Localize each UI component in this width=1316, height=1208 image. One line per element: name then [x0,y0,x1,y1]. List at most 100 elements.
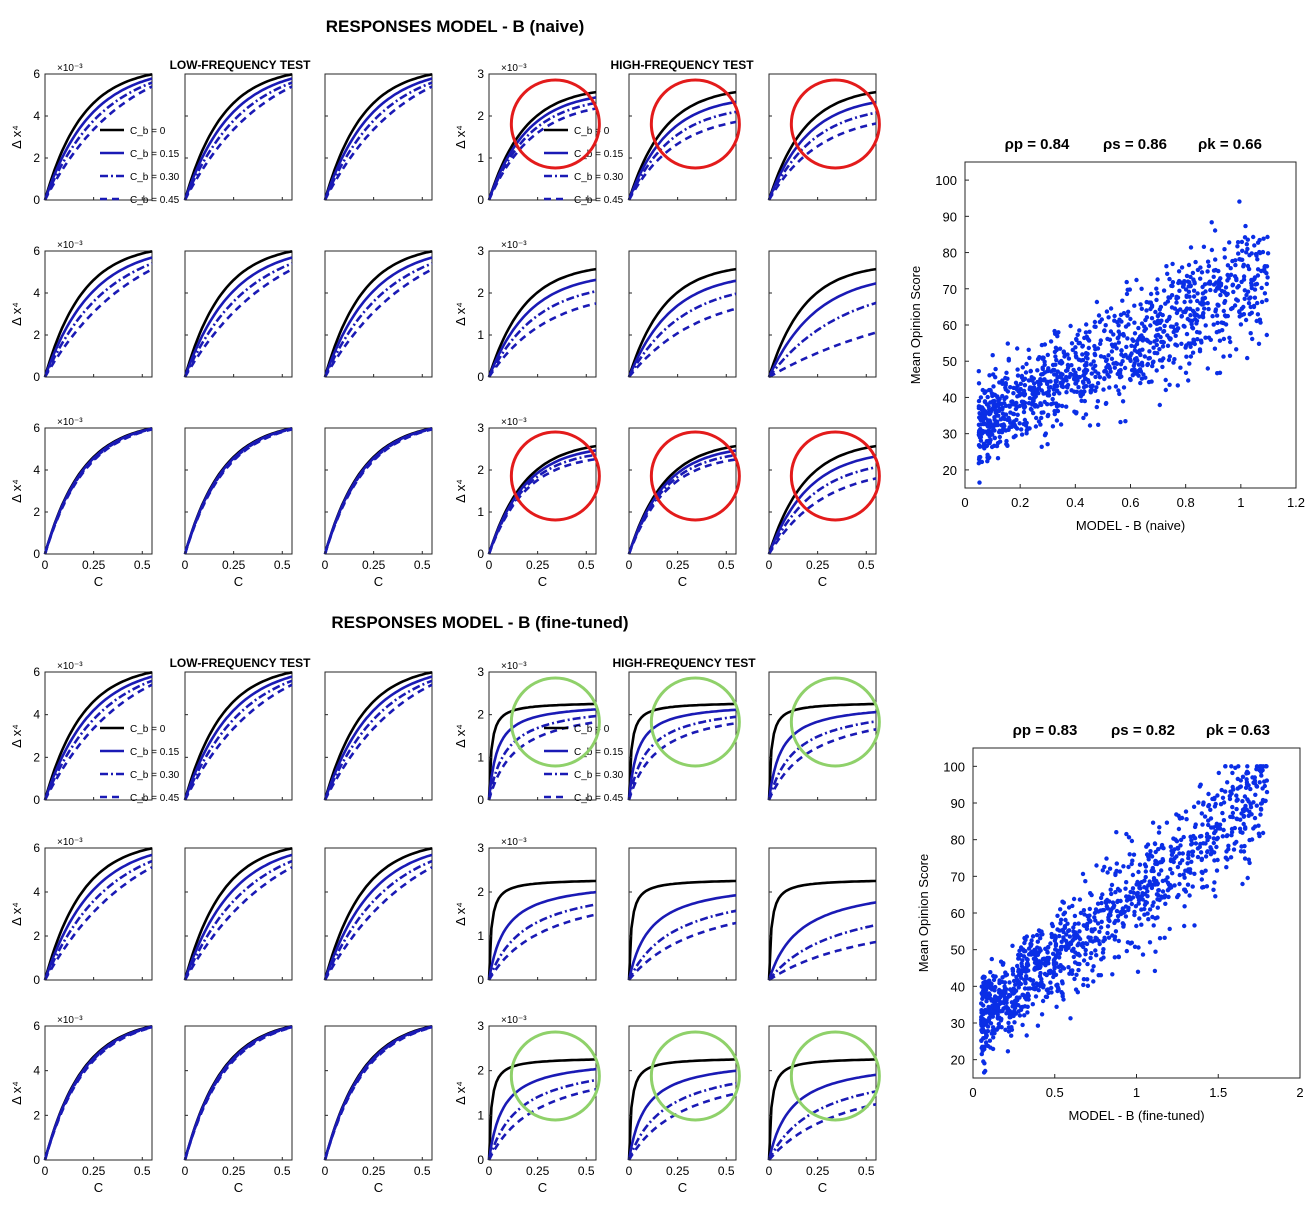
scatter-point [1232,274,1238,279]
scatter-point [1073,381,1079,386]
y-tick-label: 1 [477,929,484,943]
response-curve [183,853,293,981]
y-tick-label: 2 [477,1064,484,1078]
scatter-point [1193,841,1199,846]
response-curve [627,307,737,378]
scatter-point [1134,891,1140,897]
response-curve [183,268,293,378]
scatter-point [1179,815,1185,821]
scatter-point [1074,410,1079,415]
scatter-point [1241,262,1247,267]
scatter-point [1072,921,1078,927]
scatter-point [1134,923,1139,929]
y-tick-label: 30 [951,1016,965,1031]
panel-frame [44,427,153,555]
scatter-point [1165,888,1171,893]
scatter-point [1174,322,1179,327]
response-curve [323,268,433,378]
scatter-point [1083,941,1089,946]
scatter-point [1114,830,1119,835]
y-axis-label: Δ x⁴ [453,724,468,748]
scatter-point [1033,403,1038,408]
scatter-point [1023,370,1029,375]
y-axis-label: Mean Opinion Score [916,854,931,973]
scatter-point [1182,923,1187,929]
scatter-point [1136,373,1141,378]
scatter-point [1135,969,1141,974]
response-curve [767,1058,876,1161]
scatter-point [1167,314,1172,320]
response-curve [627,90,737,201]
scatter-point [1083,367,1088,372]
scatter-point [1137,862,1143,867]
scatter-point [1013,380,1019,385]
scatter-point [1224,849,1229,854]
scatter-point [1215,857,1220,863]
scatter-point [985,394,990,400]
scatter-point [1129,838,1135,844]
scatter-point [1033,949,1039,954]
scatter-point [995,1015,1000,1020]
scatter-point [1215,371,1220,376]
scatter-point [1206,791,1211,797]
scatter-point [1245,237,1251,242]
scatter-point [1105,870,1110,875]
response-panel [767,847,877,982]
scatter-point [1096,422,1101,427]
x-tick-label: 0 [42,558,49,572]
scatter-point [1148,291,1154,297]
scatter-point [1101,939,1106,944]
scatter-point [988,970,993,975]
scatter-point [1228,266,1233,271]
scatter-point [1182,299,1187,305]
scatter-point [1154,368,1159,373]
response-curve [487,708,597,801]
scatter-point [1007,987,1013,992]
scatter-point [1232,825,1238,831]
scatter-point [1243,317,1249,323]
scatter-point [1152,350,1157,356]
scatter-point [1102,864,1107,870]
scatter-point [1177,288,1182,293]
scatter-point [1072,389,1077,394]
scatter-point [987,418,992,423]
scatter-point [1108,329,1114,334]
scatter-point [1184,293,1189,298]
scatter-point [1238,322,1244,327]
scatter-point [1151,868,1156,874]
response-curve [323,262,433,378]
scatter-point [1039,979,1044,985]
scatter-point [1121,311,1127,316]
scatter-point [1007,993,1013,998]
scatter-point [984,443,990,448]
scatter-point [1212,804,1218,809]
scatter-point [1188,313,1193,318]
response-panel [323,847,433,981]
response-curve [487,702,596,801]
scatter-point [1018,975,1024,980]
scatter-point [1077,897,1083,902]
panel-frame [768,427,877,555]
scatter-point [1026,378,1032,383]
scatter-point [1225,263,1231,268]
scatter-point [1021,409,1027,415]
y-tick-label: 70 [943,282,957,297]
y-tick-label: 40 [943,390,957,405]
scatter-point [1035,939,1041,944]
scatter-point [1152,339,1157,344]
scatter-point [1089,928,1095,934]
scatter-point [1140,347,1145,352]
scatter-point [1182,904,1187,909]
scatter-point [1168,867,1173,872]
scatter-point [1009,1027,1015,1033]
scatter-point [1114,868,1119,874]
scatter-point [1132,361,1137,366]
scatter-point [1174,296,1179,301]
y-tick-label: 2 [477,286,484,300]
scatter-point [1231,847,1237,852]
scatter-point [1022,391,1028,397]
scatter-point [1064,390,1069,395]
scatter-point [1194,318,1200,324]
scatter-point [1184,273,1190,279]
